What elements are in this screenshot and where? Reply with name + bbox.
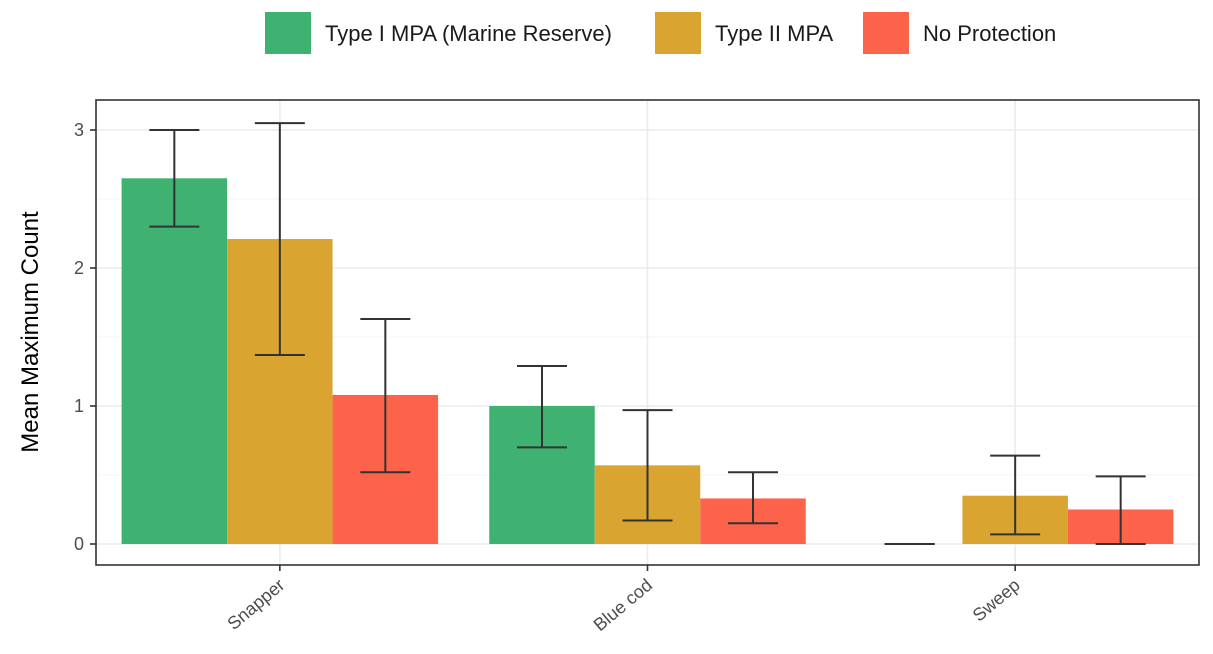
- error-bar: [360, 318, 411, 474]
- y-tick-label: 2: [74, 258, 84, 278]
- x-tick-label: Blue cod: [590, 575, 657, 635]
- legend-label: Type II MPA: [715, 21, 834, 46]
- legend-key: [265, 12, 311, 54]
- y-tick-label: 3: [74, 120, 84, 140]
- legend-label: Type I MPA (Marine Reserve): [325, 21, 612, 46]
- legend-label: No Protection: [923, 21, 1056, 46]
- error-bar: [517, 364, 567, 449]
- legend-key: [863, 12, 909, 54]
- bar-type-i-mpa-marine-reserve--snapper: [121, 178, 228, 545]
- error-bar: [254, 122, 305, 356]
- x-tick-label: Sweep: [969, 575, 1024, 626]
- y-axis-title: Mean Maximum Count: [17, 211, 44, 453]
- y-tick-label: 1: [74, 396, 84, 416]
- error-bars: [149, 122, 1146, 545]
- error-bar: [622, 409, 673, 522]
- bars: [121, 178, 1174, 545]
- legend-key: [655, 12, 701, 54]
- legend: Type I MPA (Marine Reserve) Type II MPA No…: [265, 12, 1056, 54]
- error-bar: [728, 471, 778, 525]
- x-tick-label: Snapper: [223, 575, 288, 634]
- x-axis: Snapper Blue cod Sweep: [223, 565, 1024, 635]
- y-axis: 0 1 2 3: [74, 120, 96, 554]
- error-bar: [149, 129, 200, 228]
- y-tick-label: 0: [74, 534, 84, 554]
- error-bar: [1095, 475, 1146, 545]
- error-bar: [990, 454, 1041, 536]
